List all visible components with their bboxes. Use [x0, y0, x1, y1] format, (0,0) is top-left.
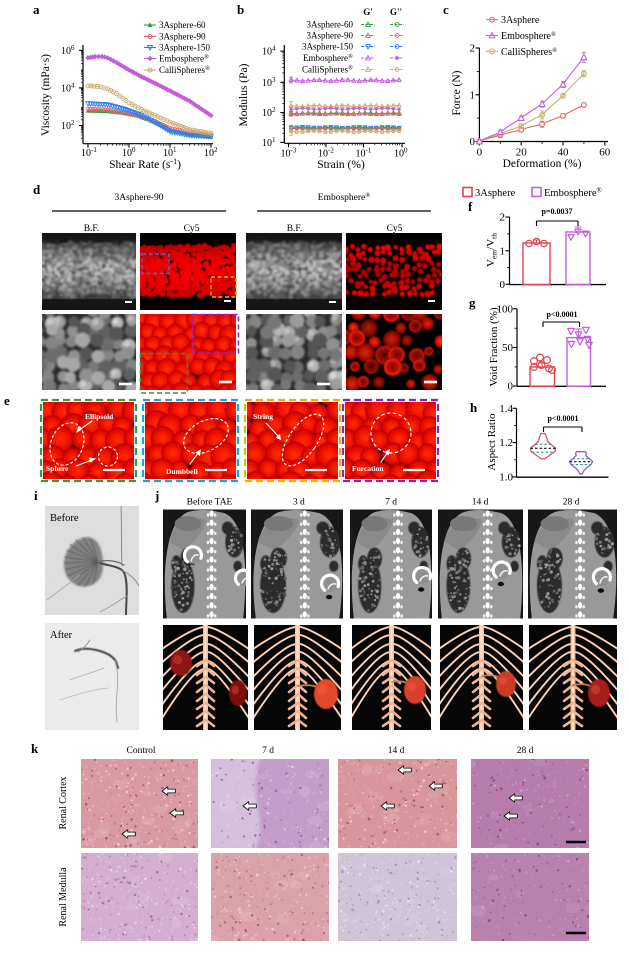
svg-text:CalliSpheres®: CalliSpheres® [159, 65, 210, 75]
svg-text:CalliSpheres®: CalliSpheres® [501, 47, 557, 58]
svg-text:Modulus (Pa): Modulus (Pa) [238, 63, 250, 126]
svg-text:Furcation: Furcation [352, 464, 384, 473]
svg-text:d: d [33, 182, 41, 197]
svg-text:3 d: 3 d [293, 498, 305, 508]
svg-text:7 d: 7 d [385, 498, 397, 508]
svg-text:3Asphere-90: 3Asphere-90 [307, 31, 354, 41]
svg-text:Shear Rate (s-1): Shear Rate (s-1) [109, 157, 181, 171]
svg-text:Embosphere®: Embosphere® [318, 192, 371, 203]
svg-text:Control: Control [126, 746, 155, 756]
svg-text:k: k [31, 741, 39, 756]
svg-text:0: 0 [477, 147, 483, 159]
svg-text:3Asphere-150: 3Asphere-150 [159, 43, 210, 53]
svg-text:100: 100 [122, 146, 136, 159]
svg-text:Before TAE: Before TAE [187, 497, 233, 508]
svg-text:0: 0 [500, 279, 506, 291]
svg-text:Force (N): Force (N) [451, 70, 463, 115]
svg-text:Embosphere®: Embosphere® [159, 54, 209, 64]
svg-text:1.4: 1.4 [499, 403, 513, 415]
svg-text:f: f [468, 199, 473, 214]
svg-text:Vem/Vth: Vem/Vth [485, 233, 499, 267]
svg-text:G'': G'' [390, 7, 402, 17]
svg-text:1.2: 1.2 [499, 437, 513, 449]
svg-text:Cy5: Cy5 [184, 224, 200, 234]
svg-text:1.0: 1.0 [499, 471, 513, 483]
svg-text:Before: Before [50, 513, 79, 524]
svg-text:100: 100 [497, 303, 514, 315]
svg-text:Void Fraction (%): Void Fraction (%) [488, 307, 500, 387]
svg-text:a: a [33, 2, 40, 17]
svg-text:50: 50 [502, 342, 514, 354]
svg-text:102: 102 [204, 146, 218, 159]
svg-text:10-2: 10-2 [318, 147, 334, 160]
svg-text:b: b [237, 2, 244, 17]
svg-text:10-1: 10-1 [356, 147, 372, 160]
svg-text:Renal Medulla: Renal Medulla [58, 867, 69, 927]
svg-text:Strain (%): Strain (%) [317, 159, 365, 171]
svg-text:1: 1 [500, 245, 506, 257]
svg-text:Aspect Ratio: Aspect Ratio [486, 413, 498, 471]
svg-text:c: c [443, 2, 449, 17]
svg-text:28 d: 28 d [563, 498, 580, 508]
svg-text:String: String [253, 412, 273, 421]
svg-text:1: 1 [470, 89, 476, 101]
svg-text:p=0.0037: p=0.0037 [541, 207, 572, 216]
svg-text:0: 0 [470, 136, 476, 148]
svg-text:h: h [470, 400, 478, 415]
svg-text:3Asphere-60: 3Asphere-60 [159, 20, 206, 30]
svg-text:G': G' [363, 7, 373, 17]
svg-text:Viscosity (mPa·s): Viscosity (mPa·s) [40, 54, 52, 136]
svg-text:106: 106 [61, 44, 75, 57]
svg-text:0: 0 [508, 381, 514, 393]
svg-text:102: 102 [61, 119, 75, 132]
svg-text:Ellipsoid: Ellipsoid [85, 412, 114, 421]
svg-text:104: 104 [262, 45, 276, 58]
svg-text:28 d: 28 d [517, 746, 534, 756]
svg-text:i: i [34, 488, 38, 503]
svg-text:B.F.: B.F. [84, 224, 100, 234]
svg-text:3Asphere-150: 3Asphere-150 [302, 42, 353, 52]
svg-text:3Asphere: 3Asphere [501, 15, 540, 26]
svg-text:Embosphere®: Embosphere® [303, 53, 353, 63]
svg-text:14 d: 14 d [388, 746, 405, 756]
svg-text:10-1: 10-1 [81, 146, 97, 159]
svg-text:B.F.: B.F. [287, 224, 303, 234]
svg-text:10-3: 10-3 [281, 147, 297, 160]
svg-text:3Asphere: 3Asphere [475, 188, 516, 199]
svg-text:104: 104 [61, 81, 75, 94]
svg-text:j: j [154, 488, 159, 503]
svg-text:3Asphere-90: 3Asphere-90 [159, 32, 206, 42]
svg-text:2: 2 [470, 43, 476, 55]
svg-text:g: g [469, 295, 476, 310]
svg-text:Sphere: Sphere [46, 464, 69, 473]
svg-text:Cy5: Cy5 [387, 224, 403, 234]
svg-text:102: 102 [262, 106, 276, 119]
svg-text:CalliSpheres®: CalliSpheres® [302, 65, 353, 75]
svg-text:p<0.0001: p<0.0001 [547, 414, 578, 423]
svg-text:Renal Cortex: Renal Cortex [58, 776, 69, 829]
svg-text:3Asphere-90: 3Asphere-90 [114, 193, 163, 203]
svg-text:2: 2 [500, 212, 506, 224]
svg-text:Embosphere®: Embosphere® [544, 187, 603, 200]
svg-text:14 d: 14 d [472, 498, 489, 508]
svg-text:7 d: 7 d [262, 746, 274, 756]
svg-text:20: 20 [516, 147, 528, 159]
svg-text:40: 40 [558, 147, 570, 159]
svg-text:e: e [4, 393, 10, 408]
svg-text:3Asphere-60: 3Asphere-60 [307, 20, 354, 30]
svg-text:101: 101 [262, 136, 276, 149]
svg-text:p<0.0001: p<0.0001 [546, 310, 577, 319]
svg-text:Dumbbell: Dumbbell [166, 467, 198, 476]
svg-text:After: After [50, 630, 73, 641]
svg-text:Embosphere®: Embosphere® [501, 31, 556, 42]
svg-text:100: 100 [394, 147, 408, 160]
svg-text:Deformation (%): Deformation (%) [503, 158, 582, 170]
svg-text:60: 60 [599, 147, 611, 159]
svg-text:103: 103 [262, 76, 276, 89]
